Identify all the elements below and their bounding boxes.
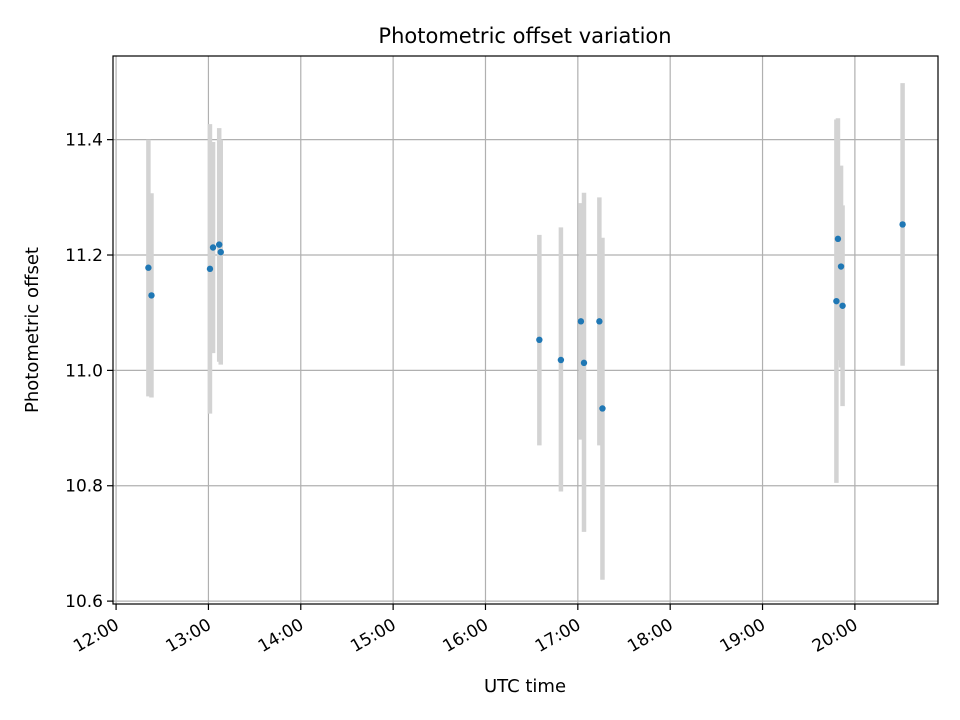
y-tick-label: 11.2 [65,246,103,266]
data-point [148,292,155,299]
data-point [580,359,588,367]
point-layer [145,221,906,412]
data-point [217,248,224,256]
plot-frame [112,55,939,605]
y-tick-label: 10.6 [65,592,103,612]
data-point [899,221,906,228]
data-point [216,241,223,248]
y-tick-label: 10.8 [65,477,103,497]
data-point [839,302,846,309]
data-point [557,356,565,364]
data-point [209,244,217,251]
x-axis-label: UTC time [484,676,566,697]
y-tick-label: 11.4 [65,131,103,151]
y-axis-label: Photometric offset [22,247,43,413]
data-point [833,297,840,305]
data-point [206,265,214,273]
data-point [596,318,603,325]
data-point [145,264,152,271]
data-point [536,336,543,344]
grid-layer [113,56,938,604]
y-axis-ticks: 10.6 10.8 11.0 11.2 11.4 [65,131,113,612]
data-point [599,405,606,412]
y-tick-label: 11.0 [65,361,103,381]
data-point [577,318,585,325]
chart-title: Photometric offset variation [378,24,671,48]
data-point [834,235,842,243]
data-point [837,263,845,270]
